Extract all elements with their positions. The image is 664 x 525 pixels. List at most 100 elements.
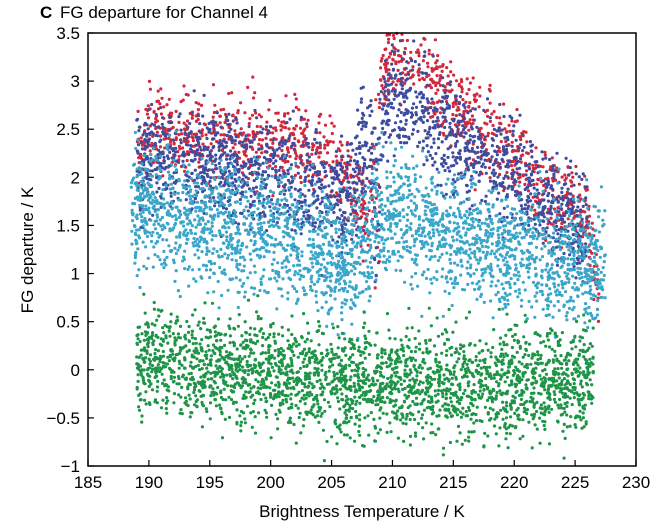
scatter-point: [186, 222, 190, 226]
scatter-point: [546, 194, 550, 198]
scatter-point: [346, 149, 350, 153]
scatter-point: [190, 207, 194, 211]
scatter-point: [409, 209, 413, 213]
scatter-point: [354, 152, 358, 156]
scatter-point: [381, 86, 385, 91]
scatter-point: [186, 93, 190, 97]
scatter-point: [256, 191, 260, 195]
scatter-point: [443, 289, 447, 293]
scatter-point: [197, 141, 201, 145]
scatter-point: [518, 291, 522, 295]
scatter-point: [304, 175, 308, 179]
scatter-point: [210, 221, 214, 225]
scatter-point: [463, 214, 467, 218]
scatter-point: [354, 162, 358, 166]
scatter-point: [146, 104, 150, 108]
scatter-point: [340, 213, 344, 218]
scatter-point: [276, 261, 280, 265]
scatter-point: [190, 231, 194, 235]
scatter-point: [390, 49, 394, 53]
scatter-point: [388, 133, 393, 137]
scatter-point: [543, 150, 547, 154]
scatter-point: [370, 151, 374, 155]
scatter-point: [504, 164, 508, 169]
scatter-point: [177, 144, 181, 148]
scatter-point: [452, 133, 456, 137]
scatter-point: [293, 270, 297, 274]
scatter-point: [455, 108, 459, 112]
scatter-point: [454, 102, 458, 106]
scatter-point: [566, 187, 570, 191]
scatter-point: [565, 300, 569, 304]
scatter-point: [140, 162, 144, 166]
scatter-point: [222, 133, 226, 137]
scatter-point: [435, 278, 439, 282]
scatter-point: [563, 271, 567, 275]
scatter-point: [367, 299, 371, 303]
scatter-point: [150, 234, 154, 238]
scatter-point: [286, 291, 290, 295]
scatter-point: [565, 190, 570, 194]
scatter-point: [465, 142, 470, 146]
scatter-point: [389, 202, 393, 206]
scatter-point: [457, 84, 461, 88]
scatter-point: [370, 219, 374, 223]
scatter-point: [303, 198, 307, 202]
scatter-point: [273, 153, 277, 157]
scatter-point: [155, 190, 159, 194]
scatter-point: [353, 219, 357, 223]
scatter-point: [542, 198, 546, 202]
scatter-point: [331, 169, 335, 173]
scatter-point: [257, 218, 261, 222]
scatter-point: [169, 182, 173, 186]
scatter-point: [234, 276, 238, 280]
scatter-point: [421, 71, 425, 75]
scatter-point: [373, 286, 377, 290]
scatter-point: [151, 198, 155, 202]
scatter-point: [146, 127, 150, 131]
scatter-point: [233, 177, 237, 181]
scatter-point: [528, 140, 533, 144]
scatter-point: [494, 255, 498, 259]
scatter-point: [218, 140, 222, 144]
scatter-point: [540, 289, 544, 293]
scatter-point: [485, 250, 489, 254]
scatter-point: [540, 213, 544, 217]
scatter-point: [248, 145, 252, 149]
scatter-point: [334, 230, 338, 235]
scatter-point: [315, 141, 319, 145]
scatter-point: [442, 158, 446, 162]
scatter-point: [370, 254, 374, 258]
scatter-point: [261, 161, 265, 165]
scatter-point: [508, 129, 512, 133]
scatter-point: [242, 162, 247, 166]
scatter-point: [476, 261, 480, 265]
scatter-point: [568, 192, 572, 196]
scatter-point: [495, 213, 499, 217]
scatter-point: [367, 209, 371, 213]
scatter-point: [202, 175, 206, 180]
scatter-point: [443, 196, 447, 200]
scatter-point: [274, 128, 278, 133]
scatter-point: [475, 92, 479, 96]
scatter-point: [299, 232, 303, 236]
scatter-point: [340, 221, 345, 225]
scatter-point: [502, 297, 507, 301]
scatter-point: [243, 290, 247, 294]
scatter-point: [523, 187, 527, 192]
scatter-point: [473, 94, 477, 98]
scatter-point: [494, 134, 499, 138]
scatter-point: [512, 158, 516, 162]
scatter-point: [506, 162, 510, 166]
scatter-point: [459, 175, 463, 179]
scatter-point: [447, 106, 451, 110]
scatter-point: [241, 140, 245, 144]
scatter-point: [400, 236, 404, 240]
scatter-point: [557, 194, 561, 198]
scatter-point: [335, 174, 339, 179]
scatter-point: [470, 182, 474, 186]
scatter-point: [401, 127, 405, 131]
scatter-point: [137, 129, 141, 133]
scatter-point: [509, 220, 513, 224]
scatter-point: [317, 170, 322, 174]
